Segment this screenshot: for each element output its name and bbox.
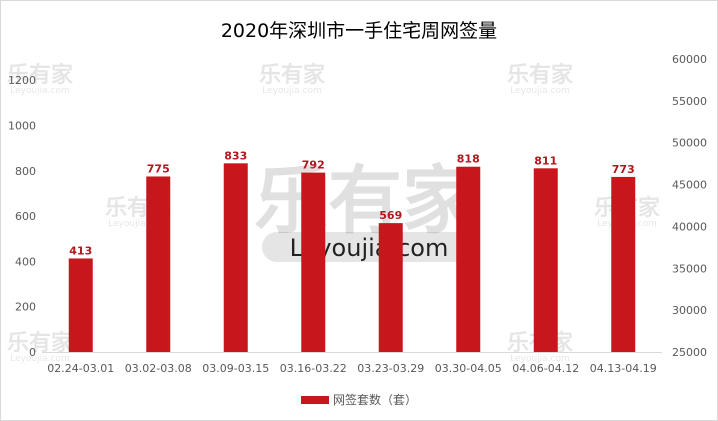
watermark-large: 乐有家 (254, 158, 476, 244)
data-label: 792 (302, 159, 325, 172)
watermark-layer: 乐有家Leyoujia.com乐有家Leyoujia.com乐有家Leyouji… (7, 62, 661, 364)
watermark-small-site-6: Leyoujia.com (510, 354, 570, 364)
left-tick-label: 1000 (8, 120, 36, 133)
bar-03.23-03.29 (378, 223, 403, 352)
watermark-small-0: 乐有家 (7, 62, 74, 88)
watermark-small-2: 乐有家 (507, 62, 574, 88)
right-tick-label: 60000 (672, 53, 707, 66)
bar-04.13-04.19 (611, 176, 636, 352)
legend-label: 网签套数（套） (332, 393, 417, 407)
watermark-small-site-0: Leyoujia.com (10, 86, 70, 96)
bar-04.06-04.12 (533, 168, 558, 352)
right-tick-label: 35000 (672, 262, 707, 275)
left-tick-label: 1200 (8, 74, 36, 87)
left-tick-label: 800 (15, 165, 36, 178)
x-tick-label: 03.16-03.22 (280, 362, 347, 375)
bar-02.24-03.01 (68, 258, 93, 352)
watermark-small-site-5: Leyoujia.com (10, 354, 70, 364)
bars: 413 775 833 792 569 818 811 773 (68, 149, 636, 352)
x-tick-label: 03.09-03.15 (202, 362, 269, 375)
bar-03.09-03.15 (223, 163, 248, 352)
x-tick-label: 04.13-04.19 (590, 362, 657, 375)
x-tick-label: 04.06-04.12 (512, 362, 579, 375)
x-tick-label: 03.23-03.29 (357, 362, 424, 375)
data-label: 773 (612, 163, 635, 176)
watermark-small-5: 乐有家 (7, 330, 74, 356)
right-tick-label: 40000 (672, 220, 707, 233)
right-axis: 25000 30000 35000 40000 45000 50000 55000 60000 (672, 53, 707, 359)
watermark-small-site-2: Leyoujia.com (510, 86, 570, 96)
data-label: 818 (457, 153, 480, 166)
watermark-small-1: 乐有家 (259, 62, 326, 88)
data-label: 811 (534, 154, 557, 167)
x-tick-label: 02.24-03.01 (47, 362, 114, 375)
left-tick-label: 200 (15, 301, 36, 314)
chart-title: 2020年深圳市一手住宅周网签量 (220, 20, 498, 42)
left-tick-label: 400 (15, 255, 36, 268)
legend: 网签套数（套） (0, 391, 718, 408)
bar-03.02-03.08 (146, 176, 171, 352)
watermark-small-site-3: Leyoujia.com (108, 219, 168, 229)
left-tick-label: 0 (29, 346, 36, 359)
right-tick-label: 25000 (672, 346, 707, 359)
bar-03.30-04.05 (456, 166, 481, 352)
legend-swatch (300, 395, 329, 404)
right-tick-label: 55000 (672, 95, 707, 108)
left-tick-label: 600 (15, 210, 36, 223)
data-label: 413 (69, 244, 92, 257)
data-label: 833 (224, 149, 247, 162)
data-label: 569 (379, 209, 402, 222)
data-label: 775 (147, 162, 170, 175)
right-tick-label: 50000 (672, 137, 707, 150)
x-tick-label: 03.02-03.08 (125, 362, 192, 375)
watermark-small-site-1: Leyoujia.com (262, 86, 322, 96)
right-tick-label: 45000 (672, 179, 707, 192)
x-axis: 02.24-03.01 03.02-03.08 03.09-03.15 03.16-0… (42, 352, 662, 375)
x-tick-label: 03.30-04.05 (435, 362, 502, 375)
left-axis: 0 200 400 600 800 1000 1200 (8, 74, 36, 359)
bar-03.16-03.22 (301, 172, 326, 352)
right-tick-label: 30000 (672, 304, 707, 317)
